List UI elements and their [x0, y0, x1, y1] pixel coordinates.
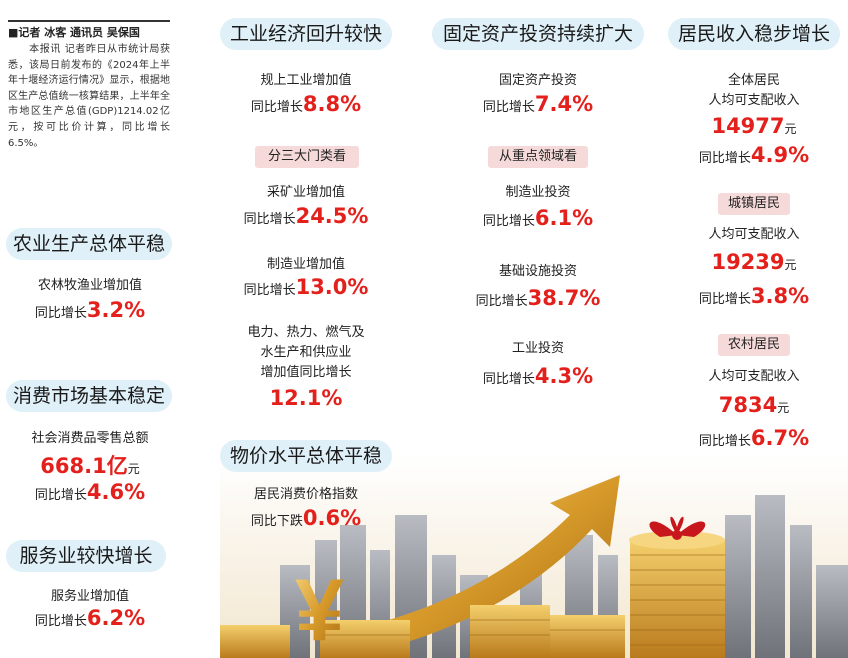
prices-growth: 同比下跌0.6%	[250, 506, 362, 530]
economy-illustration: ¥	[220, 455, 848, 658]
consumer-heading: 消费市场基本稳定	[6, 380, 172, 412]
services-heading: 服务业较快增长	[6, 540, 166, 572]
utilities-line3: 增加值同比增长	[260, 365, 352, 380]
utilities-line1: 电力、热力、燃气及	[247, 325, 365, 340]
infra-investment-label: 基础设施投资	[498, 264, 577, 279]
mfg-investment-growth: 同比增长6.1%	[482, 206, 594, 230]
investment-growth: 同比增长7.4%	[482, 92, 594, 116]
investment-label: 固定资产投资	[498, 73, 577, 88]
investment-heading: 固定资产投资持续扩大	[432, 18, 644, 50]
rural-income-growth: 同比增长6.7%	[698, 426, 810, 450]
agri-heading: 农业生产总体平稳	[6, 228, 172, 260]
rural-income-label: 人均可支配收入	[708, 369, 800, 384]
urban-income-amount: 19239元	[711, 250, 797, 274]
manufacturing-label: 制造业增加值	[266, 257, 345, 272]
income-heading: 居民收入稳步增长	[668, 18, 840, 50]
all-income-amount: 14977元	[711, 114, 797, 138]
coin-stacks	[220, 531, 725, 658]
manufacturing-growth: 同比增长13.0%	[243, 275, 369, 299]
investment-sector-tag: 从重点领域看	[488, 146, 588, 168]
urban-tag: 城镇居民	[718, 193, 790, 215]
all-residents-label: 全体居民	[727, 73, 780, 88]
prices-label: 居民消费价格指数	[253, 487, 358, 502]
consumer-growth: 同比增长4.6%	[34, 480, 146, 504]
utilities-line2: 水生产和供应业	[260, 345, 352, 360]
mining-growth: 同比增长24.5%	[243, 204, 369, 228]
agri-growth: 同比增长3.2%	[34, 298, 146, 322]
infra-investment-growth: 同比增长38.7%	[475, 286, 601, 310]
industrial-investment-label: 工业投资	[511, 341, 564, 356]
red-ribbon-bow	[649, 516, 706, 540]
all-income-label: 人均可支配收入	[708, 93, 800, 108]
rural-tag: 农村居民	[718, 334, 790, 356]
prices-heading: 物价水平总体平稳	[220, 440, 392, 472]
industrial-investment-growth: 同比增长4.3%	[482, 364, 594, 388]
rural-income-amount: 7834元	[718, 393, 790, 417]
all-income-growth: 同比增长4.9%	[698, 143, 810, 167]
top-rule	[8, 20, 170, 22]
urban-income-growth: 同比增长3.8%	[698, 284, 810, 308]
byline: ■记者 冰客 通讯员 吴保国	[8, 26, 140, 39]
industry-category-tag: 分三大门类看	[255, 146, 359, 168]
agri-label: 农林牧渔业增加值	[37, 278, 142, 293]
yuan-symbol: ¥	[295, 560, 344, 658]
consumer-label: 社会消费品零售总额	[31, 431, 149, 446]
services-growth: 同比增长6.2%	[34, 606, 146, 630]
consumer-amount: 668.1亿元	[40, 454, 140, 478]
intro-paragraph: 本报讯 记者昨日从市统计局获悉，该局日前发布的《2024年上半年十堰经济运行情况…	[8, 44, 170, 149]
mfg-investment-label: 制造业投资	[505, 185, 571, 200]
services-label: 服务业增加值	[50, 589, 129, 604]
industry-growth: 同比增长8.8%	[250, 92, 362, 116]
utilities-value: 12.1%	[269, 386, 343, 410]
urban-income-label: 人均可支配收入	[708, 227, 800, 242]
mining-label: 采矿业增加值	[266, 185, 345, 200]
industry-label: 规上工业增加值	[260, 73, 352, 88]
industry-heading: 工业经济回升较快	[220, 18, 392, 50]
